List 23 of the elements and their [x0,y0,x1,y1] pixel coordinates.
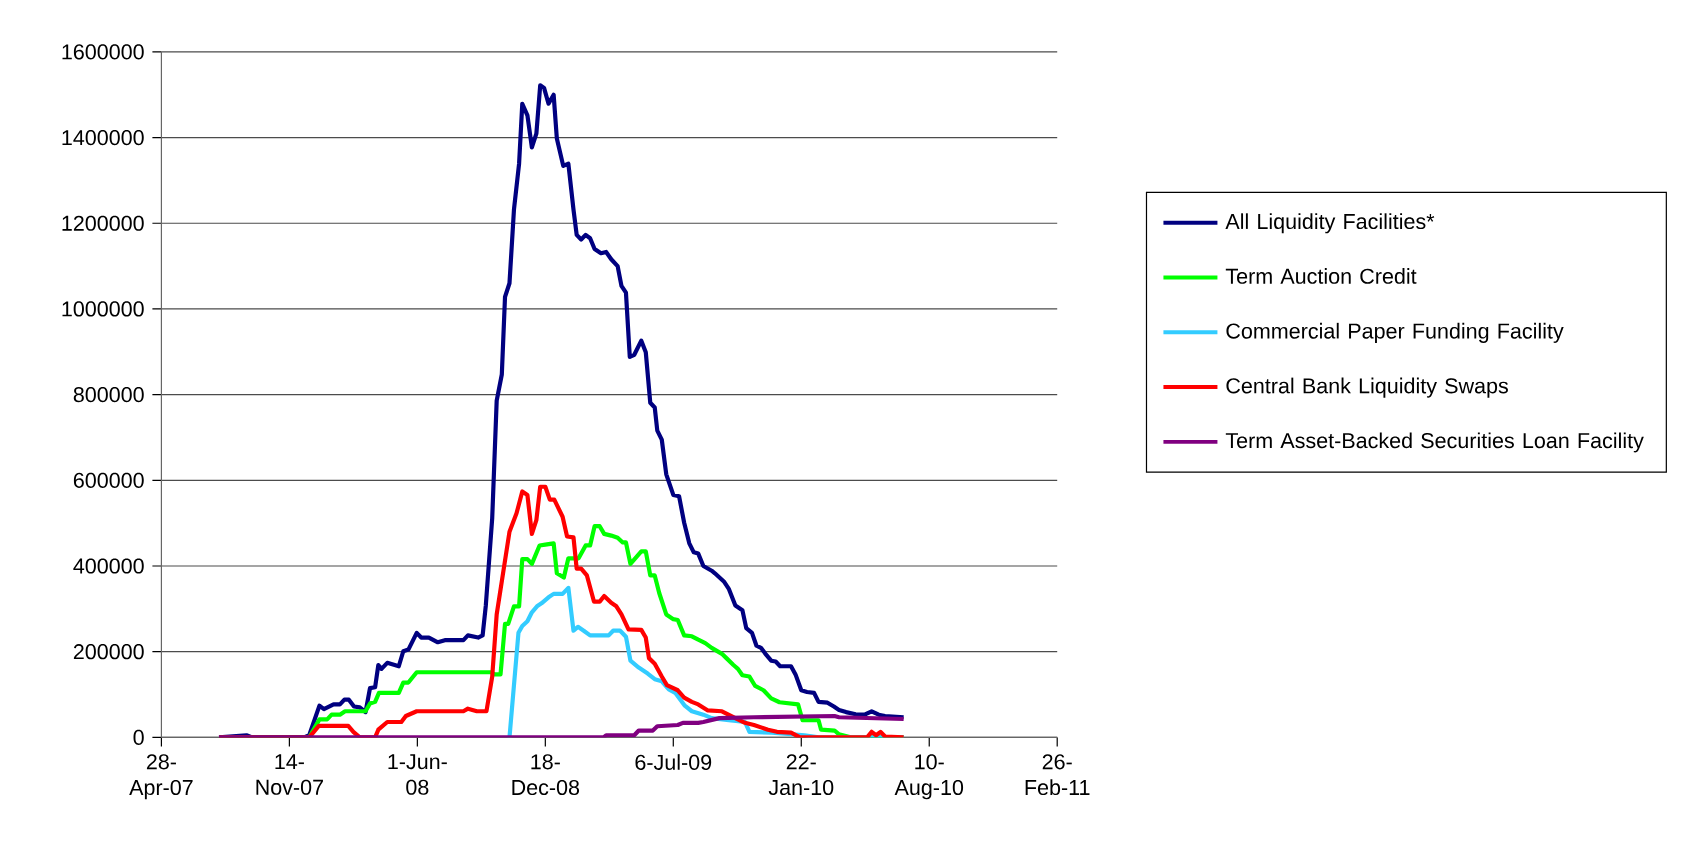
x-tick-label: 14-Nov-07 [256,754,323,795]
x-tick-label: 22-Jan-10 [768,754,834,796]
y-tick-label: 1200000 [62,215,144,231]
y-tick-label: 1600000 [62,44,144,60]
x-tick-label: 28-Apr-07 [129,754,193,800]
legend-label: Commercial Paper Funding Facility [1226,322,1564,343]
y-tick-label: 0 [133,729,144,746]
x-tick-label: 26-Feb-11 [1025,754,1090,796]
y-tick-label: 600000 [73,472,144,488]
y-tick-label: 800000 [73,387,144,403]
x-tick-label: 10-Aug-10 [894,754,964,800]
legend-label: All Liquidity Facilities* [1225,213,1435,234]
y-tick-label: 200000 [73,644,144,660]
x-tick-label: 6-Jul-09 [635,754,712,770]
x-tick-label: 18-Dec-08 [512,754,580,796]
y-tick-label: 400000 [73,558,144,574]
y-tick-label: 1000000 [62,301,144,317]
line-series [216,713,906,738]
x-tick-label: 1-Jun-08 [388,754,447,795]
legend-label: Term Asset-Backed Securities Loan Facility [1225,432,1644,453]
legend-label: Term Auction Credit [1225,268,1417,284]
legend-label: Central Bank Liquidity Swaps [1226,377,1508,398]
y-tick-label: 1400000 [62,130,144,146]
